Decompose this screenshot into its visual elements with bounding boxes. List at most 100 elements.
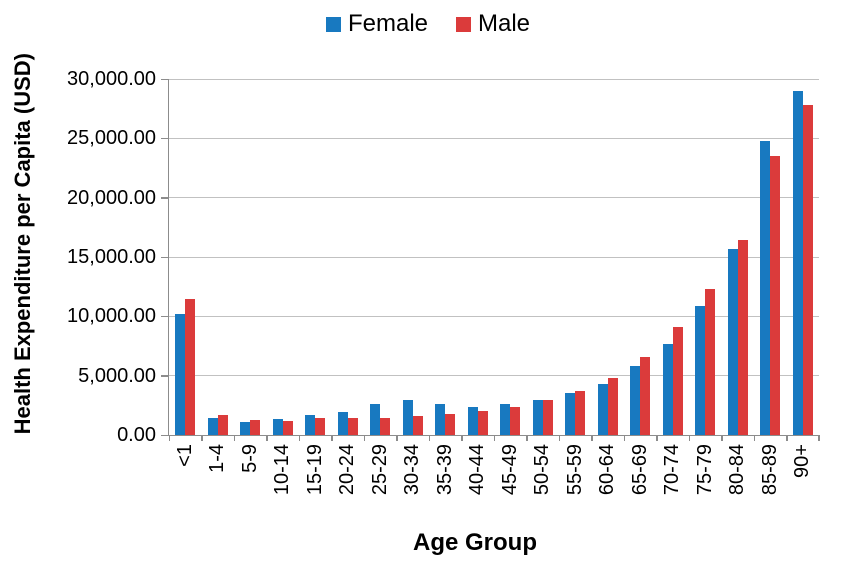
category-group-25-29 xyxy=(364,79,397,435)
x-axis-tick xyxy=(201,435,203,441)
bar-male-1-4 xyxy=(217,415,228,435)
category-group-90+ xyxy=(787,79,820,435)
bar-female-35-39 xyxy=(435,404,446,435)
x-axis-tick xyxy=(298,435,300,441)
legend-label-male: Male xyxy=(478,10,531,37)
x-tick-label: 15-19 xyxy=(303,444,326,496)
category-group-50-54 xyxy=(527,79,560,435)
bar-female-20-24 xyxy=(337,412,348,435)
x-axis-tick xyxy=(331,435,333,441)
category-group-15-19 xyxy=(299,79,332,435)
category-group-60-64 xyxy=(592,79,625,435)
x-tick-label: 40-44 xyxy=(466,444,488,496)
x-axis-tick xyxy=(688,435,690,441)
bar-female-25-29 xyxy=(370,404,381,435)
category-group-30-34 xyxy=(397,79,430,435)
bar-male-15-19 xyxy=(315,418,326,435)
legend-item-female: Female xyxy=(325,12,428,36)
x-tick-label: 35-39 xyxy=(433,444,456,496)
category-group-35-39 xyxy=(429,79,462,435)
y-axis-tick xyxy=(161,315,169,318)
bar-male-10-14 xyxy=(282,421,293,435)
bar-female-5-9 xyxy=(240,421,251,435)
x-axis-tick xyxy=(721,435,723,441)
x-tick-label: <1 xyxy=(173,444,196,467)
bar-female-70-74 xyxy=(662,343,673,435)
category-group-1-4 xyxy=(202,79,235,435)
x-axis-tick xyxy=(753,435,755,441)
bar-male-55-59 xyxy=(575,390,586,435)
x-axis-tick xyxy=(591,435,593,441)
y-tick-label: 5,000.00 xyxy=(78,364,156,387)
bar-female-90+ xyxy=(792,90,803,435)
category-group-40-44 xyxy=(462,79,495,435)
category-group-45-49 xyxy=(494,79,527,435)
x-tick-label: 50-54 xyxy=(531,444,553,496)
y-axis-tick xyxy=(161,78,169,80)
bar-female-15-19 xyxy=(305,414,316,435)
x-tick-label: 5-9 xyxy=(238,444,261,473)
x-tick-label: 55-59 xyxy=(563,444,586,496)
x-axis-tick xyxy=(526,435,528,441)
gridline xyxy=(169,137,819,139)
y-axis-tick xyxy=(161,375,169,377)
x-axis-tick xyxy=(266,435,268,441)
gridline xyxy=(169,197,819,199)
bar-female-75-79 xyxy=(695,305,706,435)
bar-male-45-49 xyxy=(510,406,521,435)
bar-male-5-9 xyxy=(250,420,261,435)
x-axis-tick xyxy=(233,435,235,441)
bar-male-<1 xyxy=(185,299,196,435)
bar-male-70-74 xyxy=(672,327,683,435)
x-axis-tick xyxy=(396,435,398,441)
male-swatch-icon xyxy=(456,16,471,32)
bar-female-60-64 xyxy=(597,383,608,435)
bar-female-45-49 xyxy=(500,404,511,435)
x-tick-label: 30-34 xyxy=(401,444,423,496)
y-tick-label: 10,000.00 xyxy=(67,305,156,328)
bar-female-40-44 xyxy=(467,407,478,435)
plot-area xyxy=(161,78,820,441)
x-tick-label: 75-79 xyxy=(693,444,716,496)
bar-female-55-59 xyxy=(565,393,576,435)
x-tick-label: 90+ xyxy=(791,444,813,478)
category-group-75-79 xyxy=(689,79,722,435)
x-axis-tick xyxy=(623,435,625,441)
gridline xyxy=(169,78,819,80)
y-tick-label: 0.00 xyxy=(117,424,156,446)
y-axis-tick xyxy=(161,256,169,258)
x-axis-tick xyxy=(818,435,820,441)
legend-item-male: Male xyxy=(456,12,530,36)
bar-female-10-14 xyxy=(272,418,283,435)
y-axis-tick-labels: 0.00 5,000.00 10,000.00 15,000.00 20,000.00 2… xyxy=(0,69,156,445)
category-group-20-24 xyxy=(332,79,365,435)
bars-container xyxy=(169,79,819,435)
bar-female-65-69 xyxy=(630,366,641,435)
bar-female-85-89 xyxy=(760,140,771,435)
x-axis-tick xyxy=(363,435,365,441)
x-tick-label: 60-64 xyxy=(596,444,618,496)
x-axis-tick xyxy=(493,435,495,441)
y-axis-tick xyxy=(161,137,169,140)
gridline xyxy=(169,375,819,377)
category-group-5-9 xyxy=(234,79,267,435)
category-group-70-74 xyxy=(657,79,690,435)
x-axis-tick xyxy=(168,435,170,441)
category-group-85-89 xyxy=(754,79,787,435)
bar-female-80-84 xyxy=(727,248,738,435)
bar-male-35-39 xyxy=(445,413,456,435)
gridline xyxy=(169,256,819,258)
bar-male-40-44 xyxy=(477,411,488,435)
bar-male-75-79 xyxy=(705,289,716,435)
x-tick-label: 1-4 xyxy=(206,444,228,473)
x-tick-label: 20-24 xyxy=(336,444,358,496)
bar-male-80-84 xyxy=(737,239,748,435)
bar-male-50-54 xyxy=(542,400,553,435)
x-tick-label: 45-49 xyxy=(498,444,521,496)
x-tick-label: 10-14 xyxy=(271,444,293,496)
bar-male-85-89 xyxy=(770,155,781,435)
x-axis-tick xyxy=(558,435,560,441)
category-group-65-69 xyxy=(624,79,657,435)
legend: Female Male xyxy=(6,9,850,39)
bar-female-1-4 xyxy=(207,418,218,435)
